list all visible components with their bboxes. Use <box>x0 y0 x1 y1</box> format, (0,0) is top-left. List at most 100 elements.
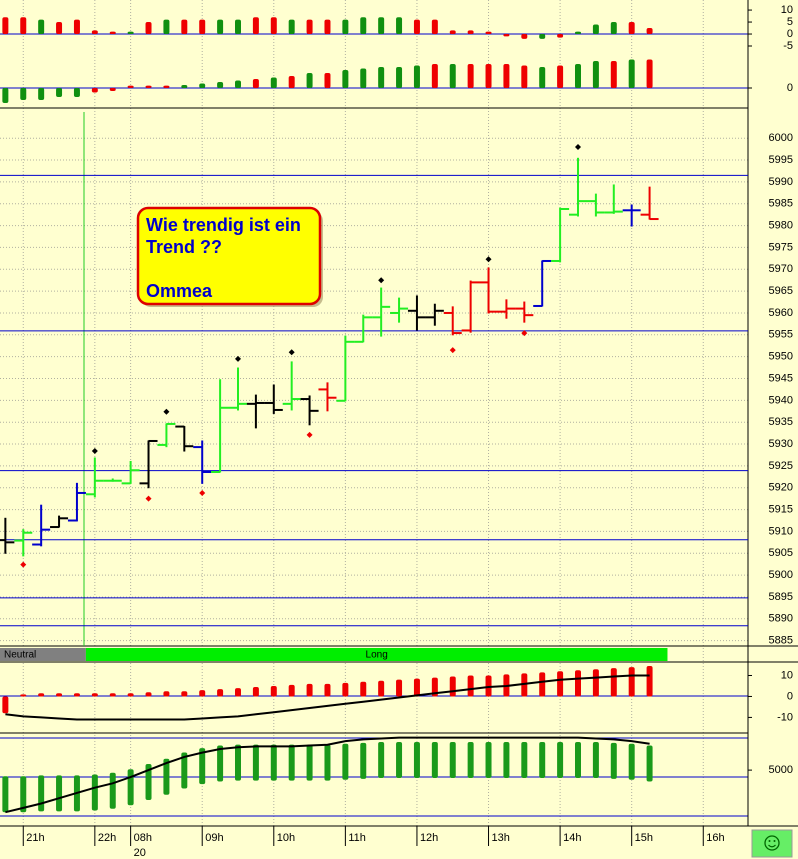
histogram-bar <box>127 769 134 806</box>
regime-label: Neutral <box>4 650 36 661</box>
histogram-bar <box>199 83 206 88</box>
pivot-marker <box>163 408 170 415</box>
x-tick-label: 16h <box>706 832 724 844</box>
histogram-bar <box>413 742 420 779</box>
histogram-bar <box>235 744 241 781</box>
histogram-bar <box>539 67 546 88</box>
histogram-bar <box>485 64 492 88</box>
histogram-bar <box>503 34 510 37</box>
histogram-bar <box>628 743 635 780</box>
histogram-bar <box>413 19 420 35</box>
histogram-bar <box>181 19 188 35</box>
histogram-bar <box>396 742 403 779</box>
histogram-bar <box>378 680 385 697</box>
y-tick-label: 5925 <box>769 460 793 472</box>
histogram-bar <box>557 34 564 38</box>
histogram-bar <box>20 776 27 813</box>
date-label: 20 <box>134 847 146 859</box>
histogram-bar <box>396 67 403 88</box>
y-tick-label: 5905 <box>769 547 793 559</box>
pivot-marker <box>521 330 528 337</box>
smiley-mouth <box>768 844 776 848</box>
histogram-bar <box>449 742 456 779</box>
histogram-bar <box>342 70 349 88</box>
histogram-bar <box>575 670 581 697</box>
histogram-bar <box>145 85 152 88</box>
histogram-bar <box>91 88 98 93</box>
y-tick-label: 5945 <box>769 372 793 384</box>
histogram-bar <box>20 88 27 100</box>
y-tick-label: 5885 <box>769 635 793 647</box>
histogram-bar <box>557 742 564 779</box>
histogram-bar <box>467 742 474 779</box>
histogram-bar <box>378 67 385 88</box>
histogram-bar <box>646 28 653 35</box>
pivot-marker <box>20 561 27 568</box>
histogram-bar <box>575 742 581 779</box>
histogram-bar <box>163 691 170 697</box>
histogram-bar <box>592 669 599 697</box>
histogram-bar <box>575 31 581 35</box>
y-tick-label: 10 <box>781 4 793 16</box>
y-tick-label: 5960 <box>769 307 793 319</box>
histogram-bar <box>592 742 599 779</box>
histogram-bar <box>56 775 63 812</box>
histogram-bar <box>91 774 98 811</box>
annotation-box <box>136 206 322 306</box>
x-tick-label: 09h <box>205 832 223 844</box>
pivot-marker <box>91 448 98 455</box>
histogram-bar <box>56 22 63 35</box>
histogram-bar <box>485 31 492 35</box>
histogram-bar <box>485 742 492 779</box>
histogram-bar <box>288 76 295 88</box>
histogram-bar <box>38 19 45 35</box>
histogram-bar <box>592 24 599 35</box>
marks-layer: 21h 22h 08h 09h 10h 11h 12h 13h 14h 15h 16h 20 5885 5… <box>0 4 793 859</box>
histogram-bar <box>270 17 277 35</box>
status-button[interactable] <box>751 829 793 858</box>
histogram-bar <box>56 693 63 697</box>
y-tick-label: 5000 <box>769 764 793 776</box>
histogram-bar <box>521 742 528 779</box>
histogram-bar <box>467 64 474 88</box>
pivot-marker <box>199 489 206 496</box>
histogram-bar <box>73 693 80 697</box>
pivot-marker <box>145 495 152 502</box>
histogram-bar <box>521 65 528 88</box>
status-box[interactable] <box>751 829 793 858</box>
histogram-bar <box>628 59 635 88</box>
histogram-bar <box>396 17 403 35</box>
histogram-bar <box>145 692 152 697</box>
histogram-bar <box>610 61 617 88</box>
y-tick-label: -5 <box>783 40 793 52</box>
pivot-marker <box>378 277 385 284</box>
histogram-bar <box>217 689 224 697</box>
pivot-marker <box>485 256 492 263</box>
histogram-bar <box>181 691 188 697</box>
y-tick-label: 0 <box>787 82 793 94</box>
y-tick-label: 10 <box>781 669 793 681</box>
annotation-line: Trend ?? <box>146 237 222 257</box>
histogram-bar <box>181 85 188 88</box>
histogram-bar <box>109 31 116 35</box>
histogram-bar <box>342 743 349 780</box>
histogram-bar <box>109 772 116 809</box>
histogram-bar <box>610 668 617 697</box>
histogram-bar <box>360 68 367 88</box>
x-tick-label: 12h <box>420 832 438 844</box>
histogram-bar <box>109 693 116 697</box>
y-tick-label: 5920 <box>769 482 793 494</box>
histogram-bar <box>270 77 277 88</box>
histogram-bar <box>252 744 259 781</box>
histogram-bar <box>199 19 206 35</box>
histogram-bar <box>163 85 170 88</box>
histogram-bar <box>217 82 224 88</box>
histogram-bar <box>235 19 241 35</box>
histogram-bar <box>109 88 116 91</box>
histogram-bar <box>127 85 134 88</box>
y-tick-label: 5915 <box>769 503 793 515</box>
x-tick-label: 13h <box>492 832 510 844</box>
x-tick-label: 21h <box>26 832 44 844</box>
